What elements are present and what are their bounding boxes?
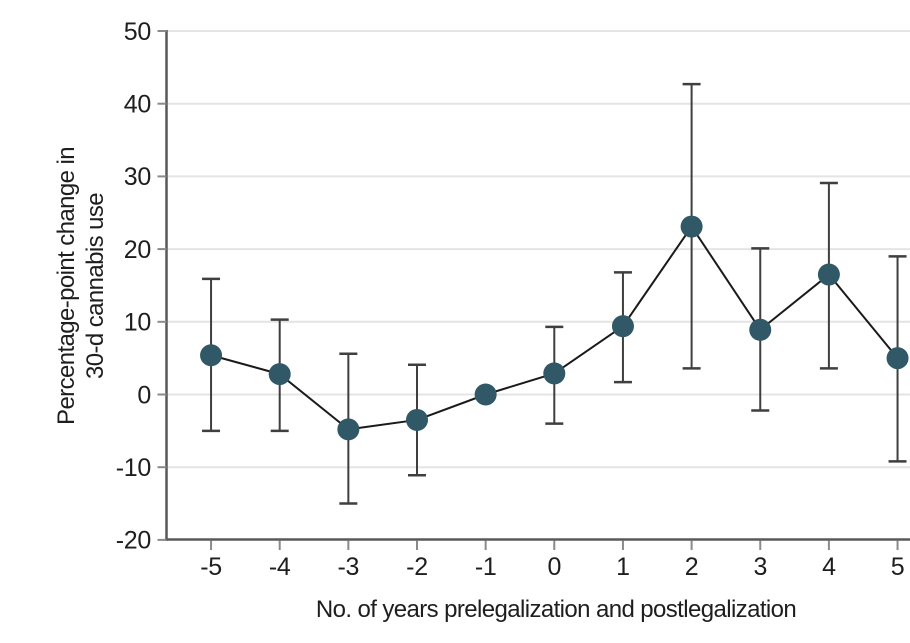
x-tick-label: 4: [822, 553, 836, 581]
y-tick-label: 30: [124, 163, 151, 191]
data-point: [475, 384, 497, 406]
y-tick-label: 10: [124, 309, 151, 337]
x-tick-label: -3: [338, 553, 360, 581]
axes: [165, 30, 910, 541]
data-point: [818, 264, 840, 286]
gridlines: [167, 31, 910, 467]
y-axis-title-line-1: Percentage-point change in: [53, 147, 80, 425]
x-tick-label: -5: [200, 553, 222, 581]
data-point: [406, 409, 428, 431]
x-tick-label: -1: [475, 553, 497, 581]
x-tick-label: 1: [616, 553, 630, 581]
x-tick-label: 2: [685, 553, 699, 581]
y-axis-ticks: -20 -10 0 10 20 30 40 50: [116, 18, 167, 555]
data-point: [543, 362, 565, 384]
data-point: [749, 319, 771, 341]
data-point: [200, 344, 222, 366]
x-axis-title: No. of years prelegalization and postleg…: [316, 596, 796, 623]
y-tick-label: 20: [124, 236, 151, 264]
x-tick-label: -2: [406, 553, 428, 581]
y-tick-label: -20: [116, 527, 151, 555]
x-tick-label: 0: [547, 553, 561, 581]
x-tick-label: -4: [269, 553, 291, 581]
y-tick-label: 0: [137, 381, 151, 409]
y-tick-label: -10: [116, 454, 151, 482]
data-point: [269, 363, 291, 385]
data-point: [337, 418, 359, 440]
x-tick-label: 5: [891, 553, 905, 581]
error-bars: [202, 84, 907, 503]
data-point: [887, 347, 909, 369]
x-axis-ticks: -5 -4 -3 -2 -1 0 1 2 3 4 5: [200, 541, 904, 582]
y-axis-title-line-2: 30-d cannabis use: [82, 193, 109, 379]
data-point: [681, 216, 703, 238]
y-tick-label: 40: [124, 90, 151, 118]
data-point: [612, 315, 634, 337]
x-tick-label: 3: [753, 553, 767, 581]
y-tick-label: 50: [124, 18, 151, 46]
